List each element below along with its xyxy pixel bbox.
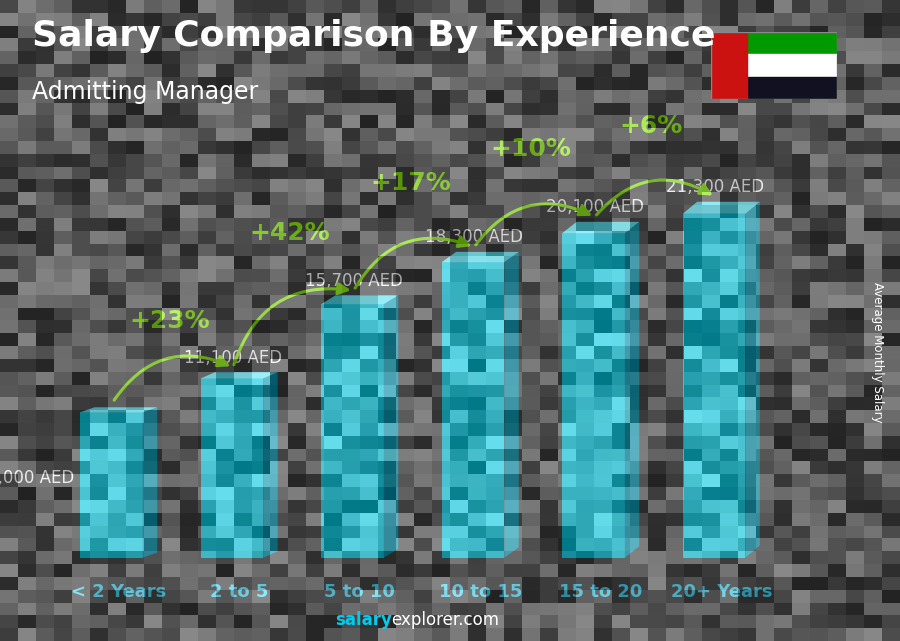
- Polygon shape: [442, 252, 518, 262]
- Polygon shape: [143, 407, 157, 558]
- Text: Average Monthly Salary: Average Monthly Salary: [871, 282, 884, 423]
- Text: 2 to 5: 2 to 5: [210, 583, 268, 601]
- Text: 20+ Years: 20+ Years: [670, 583, 772, 601]
- Polygon shape: [263, 372, 278, 558]
- Text: 21,300 AED: 21,300 AED: [666, 178, 764, 196]
- Polygon shape: [625, 222, 639, 558]
- Text: Admitting Manager: Admitting Manager: [32, 80, 257, 104]
- Text: Salary Comparison By Experience: Salary Comparison By Experience: [32, 19, 715, 53]
- Polygon shape: [562, 233, 625, 558]
- Text: 15 to 20: 15 to 20: [559, 583, 643, 601]
- Text: +6%: +6%: [620, 114, 683, 138]
- Bar: [711, 32, 747, 99]
- Polygon shape: [80, 407, 158, 412]
- Polygon shape: [683, 214, 745, 558]
- Text: 5 to 10: 5 to 10: [324, 583, 395, 601]
- Polygon shape: [683, 202, 760, 214]
- Text: 11,100 AED: 11,100 AED: [184, 349, 283, 367]
- Bar: [711, 77, 837, 99]
- Text: 10 to 15: 10 to 15: [438, 583, 522, 601]
- Polygon shape: [745, 202, 760, 558]
- Text: 20,100 AED: 20,100 AED: [545, 198, 644, 216]
- Text: +42%: +42%: [249, 221, 330, 245]
- Text: salary: salary: [335, 612, 392, 629]
- Text: +10%: +10%: [491, 137, 572, 161]
- Polygon shape: [321, 304, 383, 558]
- Text: +17%: +17%: [370, 171, 451, 196]
- Polygon shape: [442, 262, 504, 558]
- Polygon shape: [562, 222, 639, 233]
- Polygon shape: [201, 378, 263, 558]
- Text: 9,000 AED: 9,000 AED: [0, 469, 74, 487]
- Polygon shape: [321, 296, 398, 304]
- Bar: [711, 54, 837, 77]
- Polygon shape: [80, 412, 143, 558]
- Text: explorer.com: explorer.com: [392, 612, 500, 629]
- Polygon shape: [383, 296, 398, 558]
- Text: < 2 Years: < 2 Years: [71, 583, 166, 601]
- Polygon shape: [504, 252, 518, 558]
- Text: 18,300 AED: 18,300 AED: [425, 228, 523, 246]
- Text: 15,700 AED: 15,700 AED: [305, 272, 402, 290]
- Bar: [711, 32, 837, 54]
- Text: +23%: +23%: [129, 309, 210, 333]
- Polygon shape: [201, 372, 278, 378]
